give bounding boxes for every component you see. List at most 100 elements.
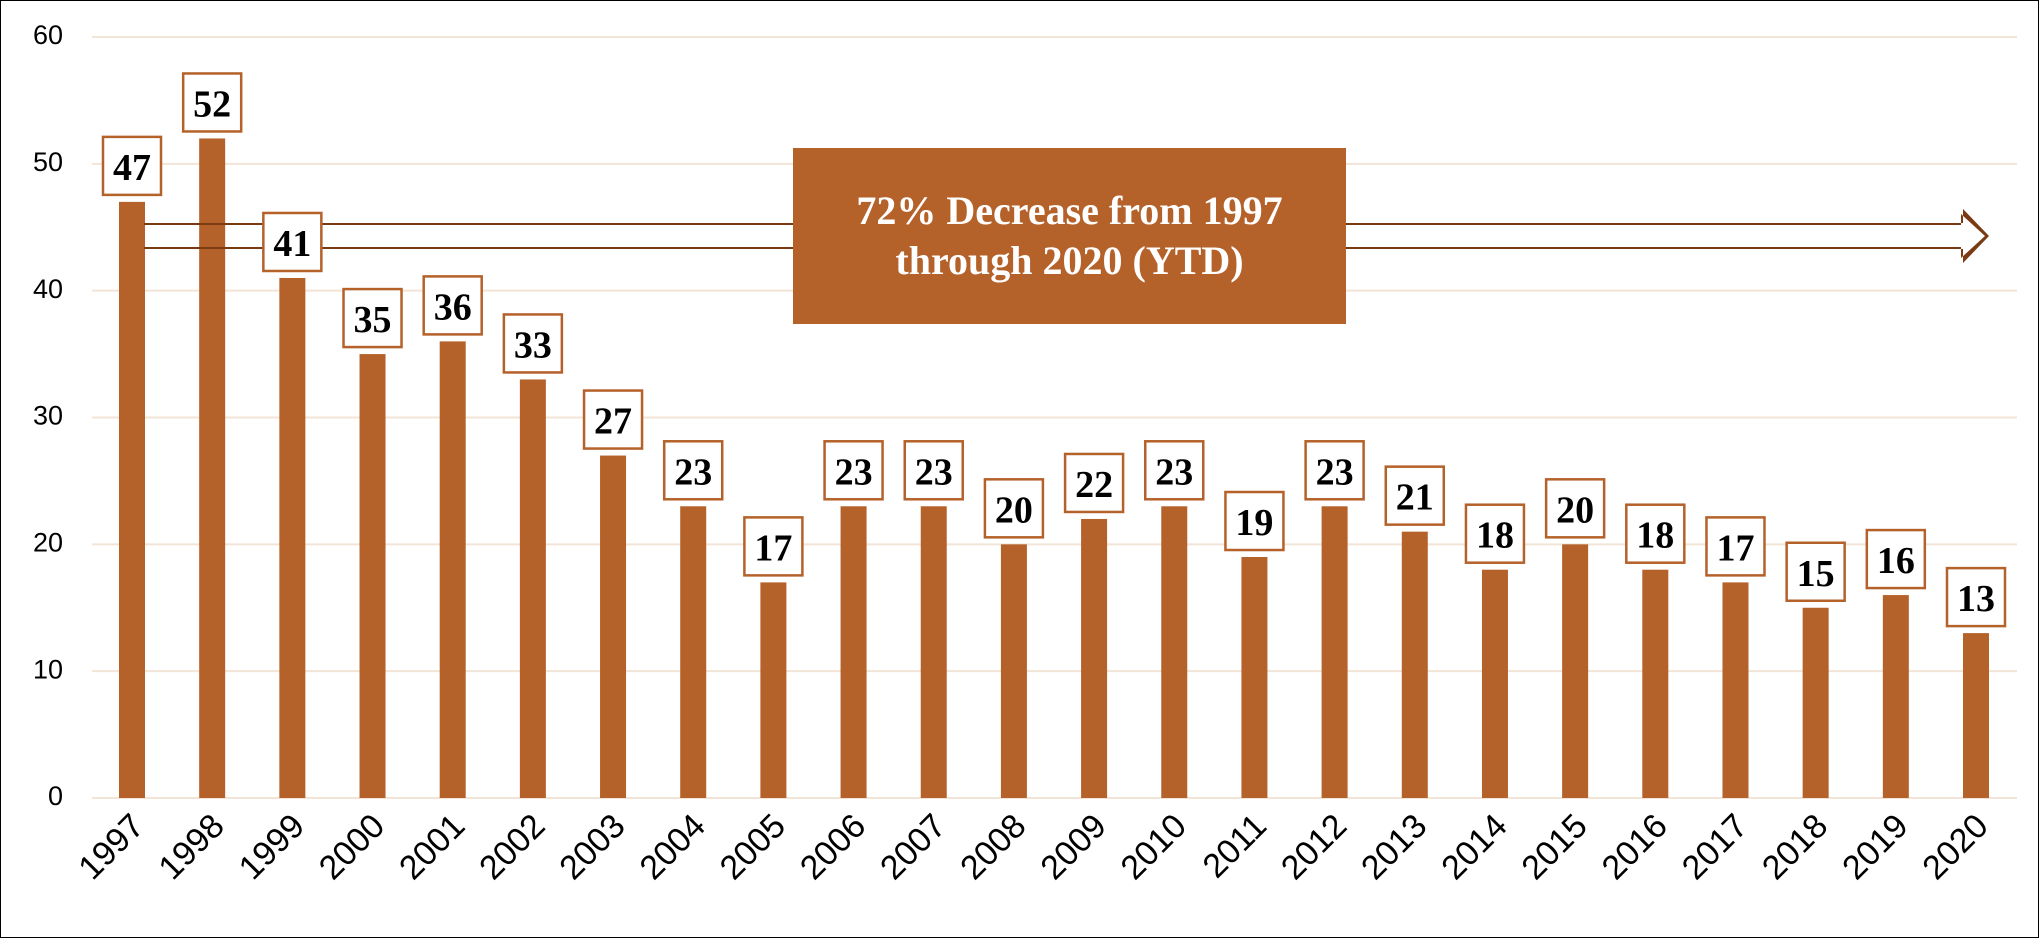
x-tick-label: 2014 xyxy=(1434,807,1514,887)
value-label: 18 xyxy=(1636,515,1674,557)
bar xyxy=(1562,544,1589,798)
y-tick-label: 20 xyxy=(33,527,63,557)
value-label: 16 xyxy=(1877,540,1915,582)
x-tick-label: 2000 xyxy=(312,807,392,887)
value-label-box xyxy=(743,516,804,577)
value-label-box xyxy=(582,389,644,450)
bar xyxy=(1642,569,1669,798)
value-label-box xyxy=(1063,452,1125,514)
value-label-box xyxy=(422,275,483,336)
bar xyxy=(1481,569,1508,798)
value-label-box xyxy=(1304,440,1365,501)
bar xyxy=(1081,518,1108,798)
value-label-box xyxy=(1144,440,1205,501)
x-tick-label: 2008 xyxy=(953,807,1033,887)
x-tick-label: 2002 xyxy=(472,807,552,887)
bar xyxy=(1802,607,1829,798)
bar xyxy=(359,354,386,798)
value-label-box xyxy=(342,287,403,349)
value-label: 20 xyxy=(1556,489,1594,531)
x-tick-label: 2016 xyxy=(1595,807,1675,887)
value-label: 20 xyxy=(995,489,1033,531)
value-label-box xyxy=(1464,503,1526,564)
bar xyxy=(519,379,546,798)
y-tick-label: 10 xyxy=(33,654,63,684)
value-label: 36 xyxy=(434,286,472,328)
y-tick-label: 50 xyxy=(33,147,63,177)
bar xyxy=(840,506,867,798)
x-tick-label: 1997 xyxy=(71,807,151,887)
x-tick-label: 2017 xyxy=(1675,807,1755,887)
bar xyxy=(1321,506,1348,798)
bar xyxy=(279,277,306,798)
value-label-box xyxy=(262,211,323,273)
value-label-box xyxy=(1544,478,1606,539)
value-label: 22 xyxy=(1075,464,1113,506)
value-label: 13 xyxy=(1957,578,1995,620)
bar xyxy=(439,341,466,798)
bar xyxy=(1722,582,1749,798)
annotation: 72% Decrease from 1997 through 2020 (YTD… xyxy=(793,148,1346,324)
y-tick-label: 0 xyxy=(48,781,63,811)
value-label: 21 xyxy=(1396,477,1434,519)
value-label-box xyxy=(1865,528,1927,590)
value-label: 23 xyxy=(674,451,712,493)
value-label-box xyxy=(1945,566,2007,628)
x-tick-label: 2015 xyxy=(1514,807,1594,887)
x-tick-label: 2011 xyxy=(1196,807,1275,886)
value-label: 47 xyxy=(113,147,151,189)
x-tick-label: 1999 xyxy=(232,807,312,887)
x-tick-label: 2001 xyxy=(392,807,472,887)
x-tick-label: 1998 xyxy=(151,807,231,887)
value-label-box xyxy=(101,135,163,197)
bar xyxy=(1161,506,1188,798)
x-tick-label: 2003 xyxy=(552,807,632,887)
value-label-box xyxy=(1384,465,1446,526)
value-label-box xyxy=(823,440,884,501)
x-tick-label: 2013 xyxy=(1354,807,1434,887)
bar xyxy=(920,506,947,798)
value-label-box xyxy=(1705,516,1766,577)
value-label-box xyxy=(1625,503,1686,564)
x-tick-label: 2007 xyxy=(873,807,953,887)
value-label-box xyxy=(1785,541,1846,602)
value-label: 52 xyxy=(193,83,231,125)
bar xyxy=(119,201,145,799)
value-label: 27 xyxy=(594,401,632,443)
value-label: 17 xyxy=(1716,527,1754,569)
bar xyxy=(1241,557,1268,798)
bar xyxy=(1882,595,1909,798)
y-tick-label: 60 xyxy=(33,20,63,50)
value-label: 23 xyxy=(915,451,953,493)
x-tick-label: 2010 xyxy=(1114,807,1194,887)
value-label-box xyxy=(181,72,243,133)
value-label: 33 xyxy=(514,324,552,366)
x-tick-label: 2020 xyxy=(1915,807,1995,887)
value-label: 23 xyxy=(1155,451,1193,493)
value-label: 19 xyxy=(1235,502,1273,544)
value-label-box xyxy=(983,478,1045,539)
value-label: 23 xyxy=(1316,451,1354,493)
x-tick-label: 2018 xyxy=(1755,807,1835,887)
value-label: 23 xyxy=(835,451,873,493)
bar xyxy=(680,506,707,798)
bar xyxy=(600,455,627,798)
bar xyxy=(760,582,787,798)
x-tick-label: 2009 xyxy=(1033,807,1113,887)
bar xyxy=(199,138,226,798)
value-label: 18 xyxy=(1476,515,1514,557)
bar xyxy=(1401,531,1428,798)
y-tick-label: 30 xyxy=(33,401,63,431)
value-label: 35 xyxy=(354,299,392,341)
x-tick-label: 2004 xyxy=(633,807,713,887)
value-label: 17 xyxy=(754,527,792,569)
value-label: 15 xyxy=(1797,553,1835,595)
x-tick-label: 2006 xyxy=(793,807,873,887)
bar xyxy=(1963,633,1989,798)
y-tick-label: 40 xyxy=(33,274,63,304)
value-label-box xyxy=(903,440,964,501)
value-label-box xyxy=(1224,490,1285,552)
bar xyxy=(1000,544,1027,798)
